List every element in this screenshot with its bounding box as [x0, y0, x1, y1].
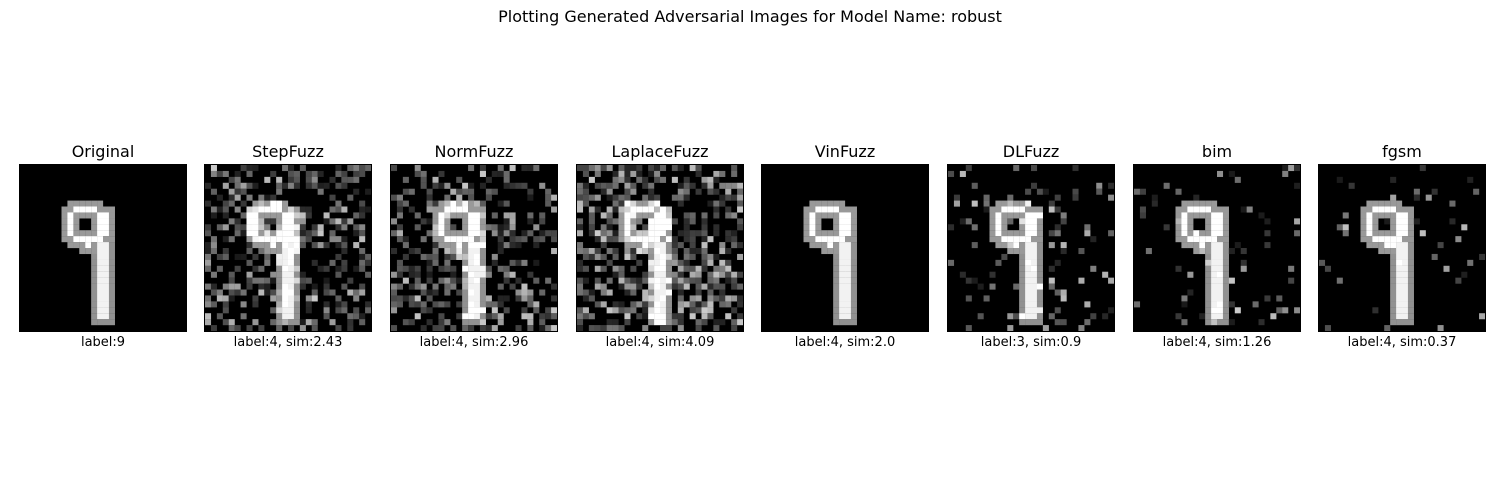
panel-label: label:4, sim:1.26	[1162, 335, 1272, 350]
panel-label: label:3, sim:0.9	[980, 335, 1082, 350]
panel-label: label:4, sim:2.43	[233, 335, 343, 350]
laplacefuzz-digit-image	[576, 164, 744, 332]
digit-pixels	[20, 165, 186, 331]
panel-fgsm: fgsm label:4, sim:0.37	[1318, 142, 1486, 351]
panel-title: LaplaceFuzz	[611, 142, 709, 161]
panel-title: DLFuzz	[1002, 142, 1060, 161]
panel-title: NormFuzz	[434, 142, 514, 161]
digit-pixels	[948, 165, 1114, 331]
panel-label: label:4, sim:0.37	[1347, 335, 1457, 350]
digit-pixels	[577, 165, 743, 331]
panel-bim: bim label:4, sim:1.26	[1133, 142, 1301, 351]
digit-pixels	[1319, 165, 1485, 331]
panel-title: bim	[1201, 142, 1233, 161]
panel-dlfuzz: DLFuzz label:3, sim:0.9	[947, 142, 1115, 351]
digit-pixels	[205, 165, 371, 331]
panel-normfuzz: NormFuzz label:4, sim:2.96	[390, 142, 558, 351]
panel-title: StepFuzz	[252, 142, 324, 161]
digit-pixels	[1134, 165, 1300, 331]
panel-label: label:9	[80, 335, 126, 350]
digit-pixels	[391, 165, 557, 331]
digit-pixels	[762, 165, 928, 331]
bim-digit-image	[1133, 164, 1301, 332]
vinfuzz-digit-image	[761, 164, 929, 332]
normfuzz-digit-image	[390, 164, 558, 332]
panel-label: label:4, sim:2.96	[419, 335, 529, 350]
fgsm-digit-image	[1318, 164, 1486, 332]
panel-title: fgsm	[1382, 142, 1422, 161]
original-digit-image	[19, 164, 187, 332]
panel-stepfuzz: StepFuzz label:4, sim:2.43	[204, 142, 372, 351]
panel-label: label:4, sim:4.09	[605, 335, 715, 350]
panel-title: Original	[71, 142, 135, 161]
stepfuzz-digit-image	[204, 164, 372, 332]
panel-vinfuzz: VinFuzz label:4, sim:2.0	[761, 142, 929, 351]
panel-laplacefuzz: LaplaceFuzz label:4, sim:4.09	[576, 142, 744, 351]
figure-title: Plotting Generated Adversarial Images fo…	[498, 7, 1002, 26]
panel-original: Original label:9	[19, 142, 187, 351]
dlfuzz-digit-image	[947, 164, 1115, 332]
panel-title: VinFuzz	[814, 142, 876, 161]
panel-label: label:4, sim:2.0	[794, 335, 896, 350]
